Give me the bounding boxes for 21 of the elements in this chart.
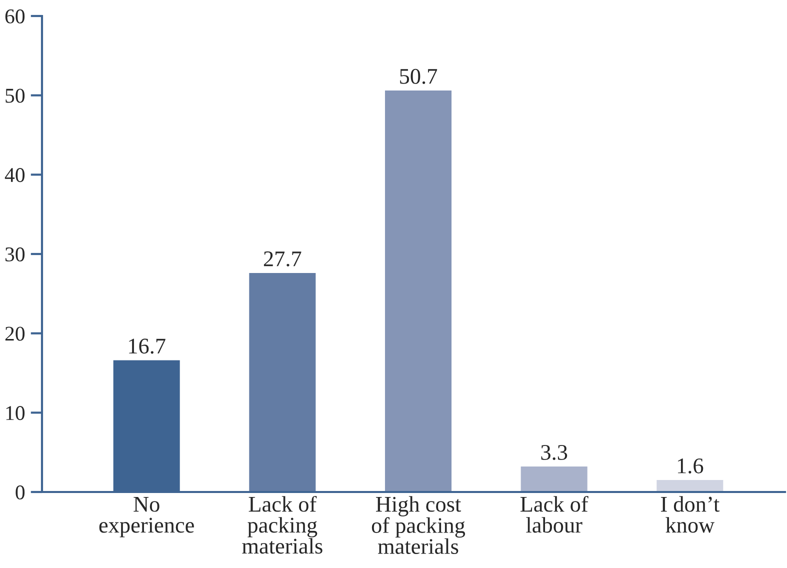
data-label: 27.7 bbox=[264, 251, 302, 266]
bar bbox=[384, 89, 453, 492]
bar bbox=[248, 272, 318, 492]
bar bbox=[519, 465, 589, 492]
y-tick-label: 10 bbox=[6, 406, 25, 420]
x-tick-label: No experience bbox=[99, 497, 194, 538]
data-label: 50.7 bbox=[400, 68, 438, 84]
y-tick-label: 30 bbox=[5, 247, 25, 262]
data-label: 1.6 bbox=[678, 458, 704, 474]
y-tick-label: 60 bbox=[5, 9, 25, 24]
x-tick-label: Lack of packing materials bbox=[242, 496, 322, 554]
y-tick-label: 20 bbox=[5, 326, 25, 341]
bar bbox=[655, 478, 725, 492]
y-tick-label: 50 bbox=[6, 88, 25, 103]
x-tick-label: Lack of labour bbox=[520, 496, 588, 533]
data-label: 3.3 bbox=[541, 444, 568, 460]
x-tick-label: High cost of packing materials bbox=[372, 496, 466, 554]
data-label: 16.7 bbox=[129, 338, 166, 354]
y-tick-label: 40 bbox=[4, 168, 25, 182]
y-tick-label: 0 bbox=[16, 485, 25, 500]
x-tick-label: I don’t know bbox=[660, 496, 720, 533]
